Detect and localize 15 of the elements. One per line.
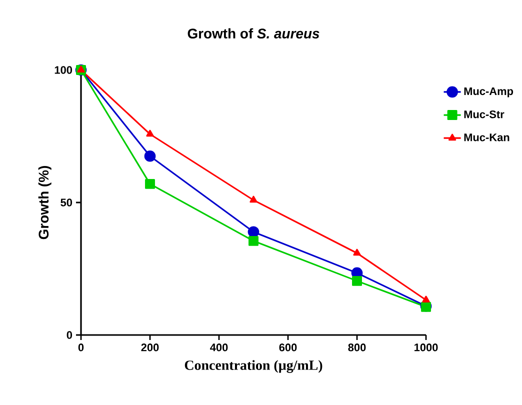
- x-tick-label: 800: [348, 344, 366, 352]
- y-axis-title: Growth (%): [38, 166, 52, 240]
- y-tick-label: 100: [54, 66, 72, 74]
- x-tick-label: 400: [210, 344, 228, 352]
- x-tick-label: 0: [78, 344, 84, 352]
- x-tick-label: 200: [141, 344, 159, 352]
- legend-label: Muc-Amp: [464, 87, 514, 98]
- y-tick-label: 50: [60, 198, 72, 206]
- legend-label: Muc-Kan: [464, 134, 510, 142]
- chart-title: Growth of S. aureus: [188, 28, 320, 39]
- x-axis-title: Concentration (µg/mL): [184, 360, 322, 373]
- legend-label: Muc-Str: [464, 110, 504, 118]
- y-tick-label: 0: [66, 331, 72, 339]
- x-tick-label: 1000: [414, 344, 438, 352]
- x-tick-label: 600: [279, 344, 297, 352]
